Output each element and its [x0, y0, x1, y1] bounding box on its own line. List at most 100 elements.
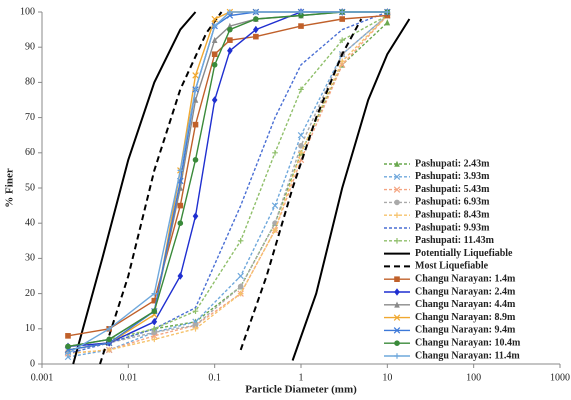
marker: [192, 157, 199, 163]
legend-label: Changu Narayan: 10.4m: [415, 337, 521, 348]
legend-label: Pashupati: 9.93m: [415, 222, 490, 233]
marker: [339, 9, 345, 15]
marker: [211, 36, 218, 43]
marker: [297, 131, 305, 139]
marker: [192, 326, 199, 332]
marker: [394, 353, 400, 359]
marker: [177, 167, 184, 174]
marker: [227, 37, 233, 43]
marker: [106, 336, 112, 343]
marker: [211, 15, 218, 23]
marker: [253, 25, 259, 34]
marker: [339, 16, 345, 22]
y-tick-label: 20: [25, 288, 35, 299]
x-tick-label: 1: [299, 372, 304, 383]
legend-label: Pashupati: 3.93m: [415, 171, 490, 182]
marker: [151, 297, 158, 304]
marker: [253, 16, 259, 22]
series-line: [67, 11, 388, 355]
marker: [271, 202, 279, 209]
marker: [65, 343, 71, 350]
legend-label: Pashupati: 11.43m: [415, 235, 495, 246]
marker: [298, 9, 304, 15]
legend-label: Changu Narayan: 8.9m: [415, 312, 516, 323]
marker: [237, 283, 244, 290]
marker: [298, 23, 304, 29]
marker: [192, 121, 199, 128]
marker: [393, 314, 401, 321]
legend-label: Potentially Liquefiable: [415, 248, 513, 259]
y-tick-label: 50: [25, 182, 35, 193]
marker: [394, 160, 400, 167]
marker: [253, 9, 259, 15]
legend-label: Pashupati: 2.43m: [415, 158, 490, 169]
marker: [151, 290, 158, 297]
marker: [177, 202, 184, 209]
legend-label: Changu Narayan: 1.4m: [415, 273, 516, 284]
marker: [253, 33, 259, 40]
marker: [394, 212, 400, 218]
marker: [151, 329, 158, 336]
marker: [394, 301, 400, 308]
marker: [211, 51, 218, 58]
x-tick-label: 10: [382, 372, 392, 383]
marker: [394, 199, 400, 206]
y-tick-label: 0: [30, 358, 35, 369]
series-line: [67, 22, 388, 351]
x-tick-label: 0.01: [120, 372, 138, 383]
marker: [272, 150, 278, 156]
y-tick-label: 100: [20, 6, 35, 17]
marker: [192, 72, 199, 79]
marker: [393, 173, 401, 181]
y-tick-label: 30: [25, 253, 35, 264]
legend-label: Changu Narayan: 4.4m: [415, 299, 516, 310]
marker: [192, 86, 199, 93]
series-line: [67, 14, 388, 348]
marker: [237, 238, 244, 244]
y-tick-label: 80: [25, 77, 35, 88]
y-tick-label: 40: [25, 217, 35, 228]
marker: [151, 308, 158, 315]
marker: [211, 23, 218, 29]
marker: [177, 220, 184, 226]
marker: [192, 322, 199, 329]
y-tick-label: 70: [25, 112, 35, 123]
legend-label: Pashupati: 8.43m: [415, 209, 490, 220]
marker: [339, 37, 345, 43]
marker: [151, 336, 158, 343]
marker: [394, 288, 400, 296]
series-line: [99, 11, 363, 365]
marker: [237, 290, 244, 297]
y-tick-label: 10: [25, 323, 35, 334]
marker: [151, 317, 158, 326]
marker: [106, 326, 112, 332]
legend-label: Most Liquefiable: [415, 261, 489, 272]
marker: [227, 46, 233, 55]
y-tick-label: 90: [25, 41, 35, 52]
marker: [177, 272, 184, 280]
y-tick-label: 60: [25, 147, 35, 158]
marker: [394, 238, 400, 244]
x-tick-label: 0.1: [208, 372, 221, 383]
marker: [65, 333, 71, 339]
y-axis-label: % Finer: [4, 168, 16, 208]
marker: [227, 26, 233, 33]
marker: [384, 9, 391, 15]
marker: [384, 19, 391, 26]
marker: [192, 308, 199, 314]
marker: [237, 272, 244, 280]
marker: [65, 350, 71, 357]
series-line: [72, 11, 411, 365]
marker: [298, 142, 304, 149]
x-tick-label: 1000: [550, 372, 570, 383]
marker: [272, 227, 278, 234]
legend-label: Changu Narayan: 11.4m: [415, 350, 520, 361]
marker: [227, 9, 233, 15]
marker: [192, 212, 199, 220]
marker: [393, 186, 401, 193]
marker: [211, 62, 218, 68]
marker: [394, 340, 400, 347]
marker: [211, 96, 218, 104]
legend-label: Pashupati: 6.93m: [415, 197, 490, 208]
